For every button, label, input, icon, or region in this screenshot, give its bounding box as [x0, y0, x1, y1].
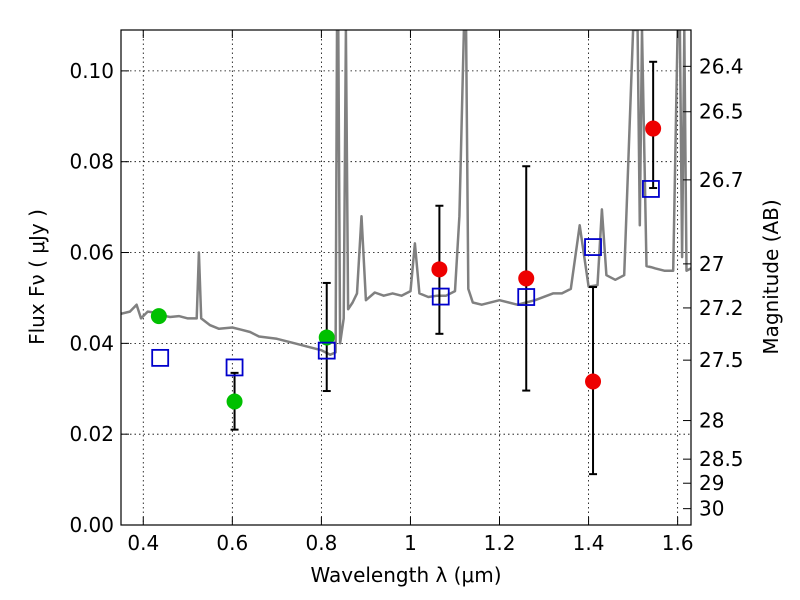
x-axis-title: Wavelength λ (μm) [310, 563, 501, 587]
plot-frame [120, 29, 692, 526]
right-axis-tick-label: 27 [699, 252, 724, 276]
observed-flux-point [318, 329, 335, 346]
template-spectrum-line [121, 30, 691, 356]
x-tick-label: 1.4 [573, 531, 605, 555]
right-axis-tick-label: 28 [699, 409, 724, 433]
observed-flux-point [645, 120, 662, 137]
x-tick-label: 1.6 [662, 531, 694, 555]
model-flux-square [584, 238, 602, 256]
observed-flux-point [518, 270, 535, 287]
right-axis-tick-label: 27.5 [699, 348, 744, 372]
y-tick-label: 0.02 [69, 422, 114, 446]
x-tick-label: 1 [404, 531, 417, 555]
observed-flux-point [150, 308, 167, 325]
x-tick-label: 0.6 [216, 531, 248, 555]
observed-flux-point [585, 373, 602, 390]
right-axis-tick-label: 28.5 [699, 447, 744, 471]
grid [121, 30, 691, 526]
model-flux-square [151, 348, 170, 367]
model-flux-square [225, 358, 244, 377]
right-axis-tick-label: 27.2 [699, 296, 744, 320]
axes: 0.4 0.6 0.8 1 1.2 1.4 1.6 0.00 0.02 0.04 0.06 0.08 0… [69, 29, 744, 555]
observed-flux-point [226, 393, 243, 410]
right-axis-tick-label: 30 [699, 497, 724, 521]
model-flux-square [517, 288, 536, 306]
x-tick-label: 0.4 [127, 531, 159, 555]
observed-flux-point [431, 261, 448, 278]
right-axis-tick-label: 26.5 [699, 100, 744, 124]
x-tick-label: 1.2 [484, 531, 516, 555]
right-axis-tick-label: 26.7 [699, 168, 744, 192]
model-flux-square [642, 180, 660, 198]
y-tick-label: 0.04 [69, 331, 114, 355]
right-axis-tick-label: 26.4 [699, 54, 744, 78]
y-axis-title: Flux Fν ( μJy ) [25, 209, 49, 345]
y-tick-label: 0.10 [69, 59, 114, 83]
right-axis-title: Magnitude (AB) [759, 199, 783, 354]
y-tick-label: 0.00 [69, 513, 114, 537]
right-axis-tick-label: 29 [699, 471, 724, 495]
plot-area [121, 30, 691, 476]
y-tick-label: 0.06 [69, 241, 114, 265]
model-flux-square [431, 287, 450, 306]
x-tick-label: 0.8 [305, 531, 337, 555]
y-tick-label: 0.08 [69, 150, 114, 174]
model-flux-square [317, 341, 336, 360]
